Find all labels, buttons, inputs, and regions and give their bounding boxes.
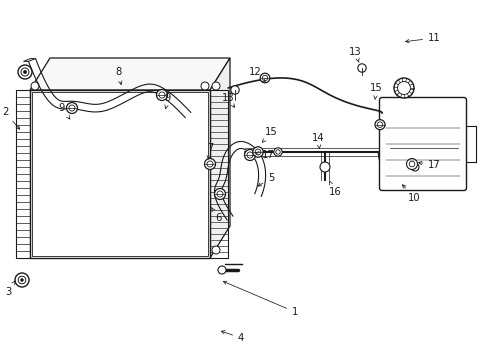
Bar xyxy=(210,90,228,258)
Text: 6: 6 xyxy=(212,208,221,223)
Text: 9: 9 xyxy=(165,93,171,109)
Circle shape xyxy=(156,90,168,100)
Circle shape xyxy=(67,103,77,113)
Circle shape xyxy=(397,81,411,94)
Circle shape xyxy=(215,189,225,199)
Text: 15: 15 xyxy=(262,127,278,142)
Circle shape xyxy=(411,163,419,171)
Text: 17: 17 xyxy=(418,160,441,170)
Polygon shape xyxy=(210,58,230,258)
Circle shape xyxy=(274,148,282,156)
Circle shape xyxy=(212,82,220,90)
Circle shape xyxy=(201,82,209,90)
Circle shape xyxy=(253,147,263,157)
Text: 15: 15 xyxy=(370,83,383,99)
Circle shape xyxy=(218,266,226,274)
Polygon shape xyxy=(30,58,230,90)
Circle shape xyxy=(231,86,239,94)
Text: 5: 5 xyxy=(258,173,274,186)
Circle shape xyxy=(159,92,165,98)
Circle shape xyxy=(260,73,270,83)
Circle shape xyxy=(31,82,39,90)
Bar xyxy=(32,92,208,256)
FancyBboxPatch shape xyxy=(379,98,466,190)
Bar xyxy=(16,90,30,258)
Text: 13: 13 xyxy=(221,93,235,107)
Circle shape xyxy=(69,105,75,111)
Text: 7: 7 xyxy=(207,143,213,159)
Circle shape xyxy=(24,71,26,73)
Bar xyxy=(30,90,210,258)
Circle shape xyxy=(207,161,213,167)
Circle shape xyxy=(255,149,261,155)
Text: 13: 13 xyxy=(349,47,361,62)
Circle shape xyxy=(358,64,366,72)
Circle shape xyxy=(18,276,26,284)
Text: 17: 17 xyxy=(256,150,275,160)
Text: 9: 9 xyxy=(59,103,70,119)
Circle shape xyxy=(15,273,29,287)
Circle shape xyxy=(212,246,220,254)
Text: 16: 16 xyxy=(329,181,342,197)
Circle shape xyxy=(377,122,383,127)
Circle shape xyxy=(394,78,414,98)
Circle shape xyxy=(217,191,223,197)
Circle shape xyxy=(407,158,417,170)
Text: 4: 4 xyxy=(221,331,244,343)
Circle shape xyxy=(409,161,415,167)
Circle shape xyxy=(276,150,280,154)
Polygon shape xyxy=(24,59,36,62)
Text: 1: 1 xyxy=(223,281,298,317)
Circle shape xyxy=(204,158,216,170)
Circle shape xyxy=(320,162,330,172)
Text: 10: 10 xyxy=(402,185,420,203)
Circle shape xyxy=(245,149,255,161)
Text: 3: 3 xyxy=(5,281,15,297)
Text: 12: 12 xyxy=(248,67,266,82)
Text: 14: 14 xyxy=(312,133,324,149)
Text: 8: 8 xyxy=(115,67,122,85)
Circle shape xyxy=(21,279,24,282)
Text: 2: 2 xyxy=(2,107,20,129)
Circle shape xyxy=(18,65,32,79)
Text: 11: 11 xyxy=(406,33,441,43)
Circle shape xyxy=(262,75,268,81)
Circle shape xyxy=(21,68,29,76)
Circle shape xyxy=(375,120,385,130)
Circle shape xyxy=(247,152,253,158)
